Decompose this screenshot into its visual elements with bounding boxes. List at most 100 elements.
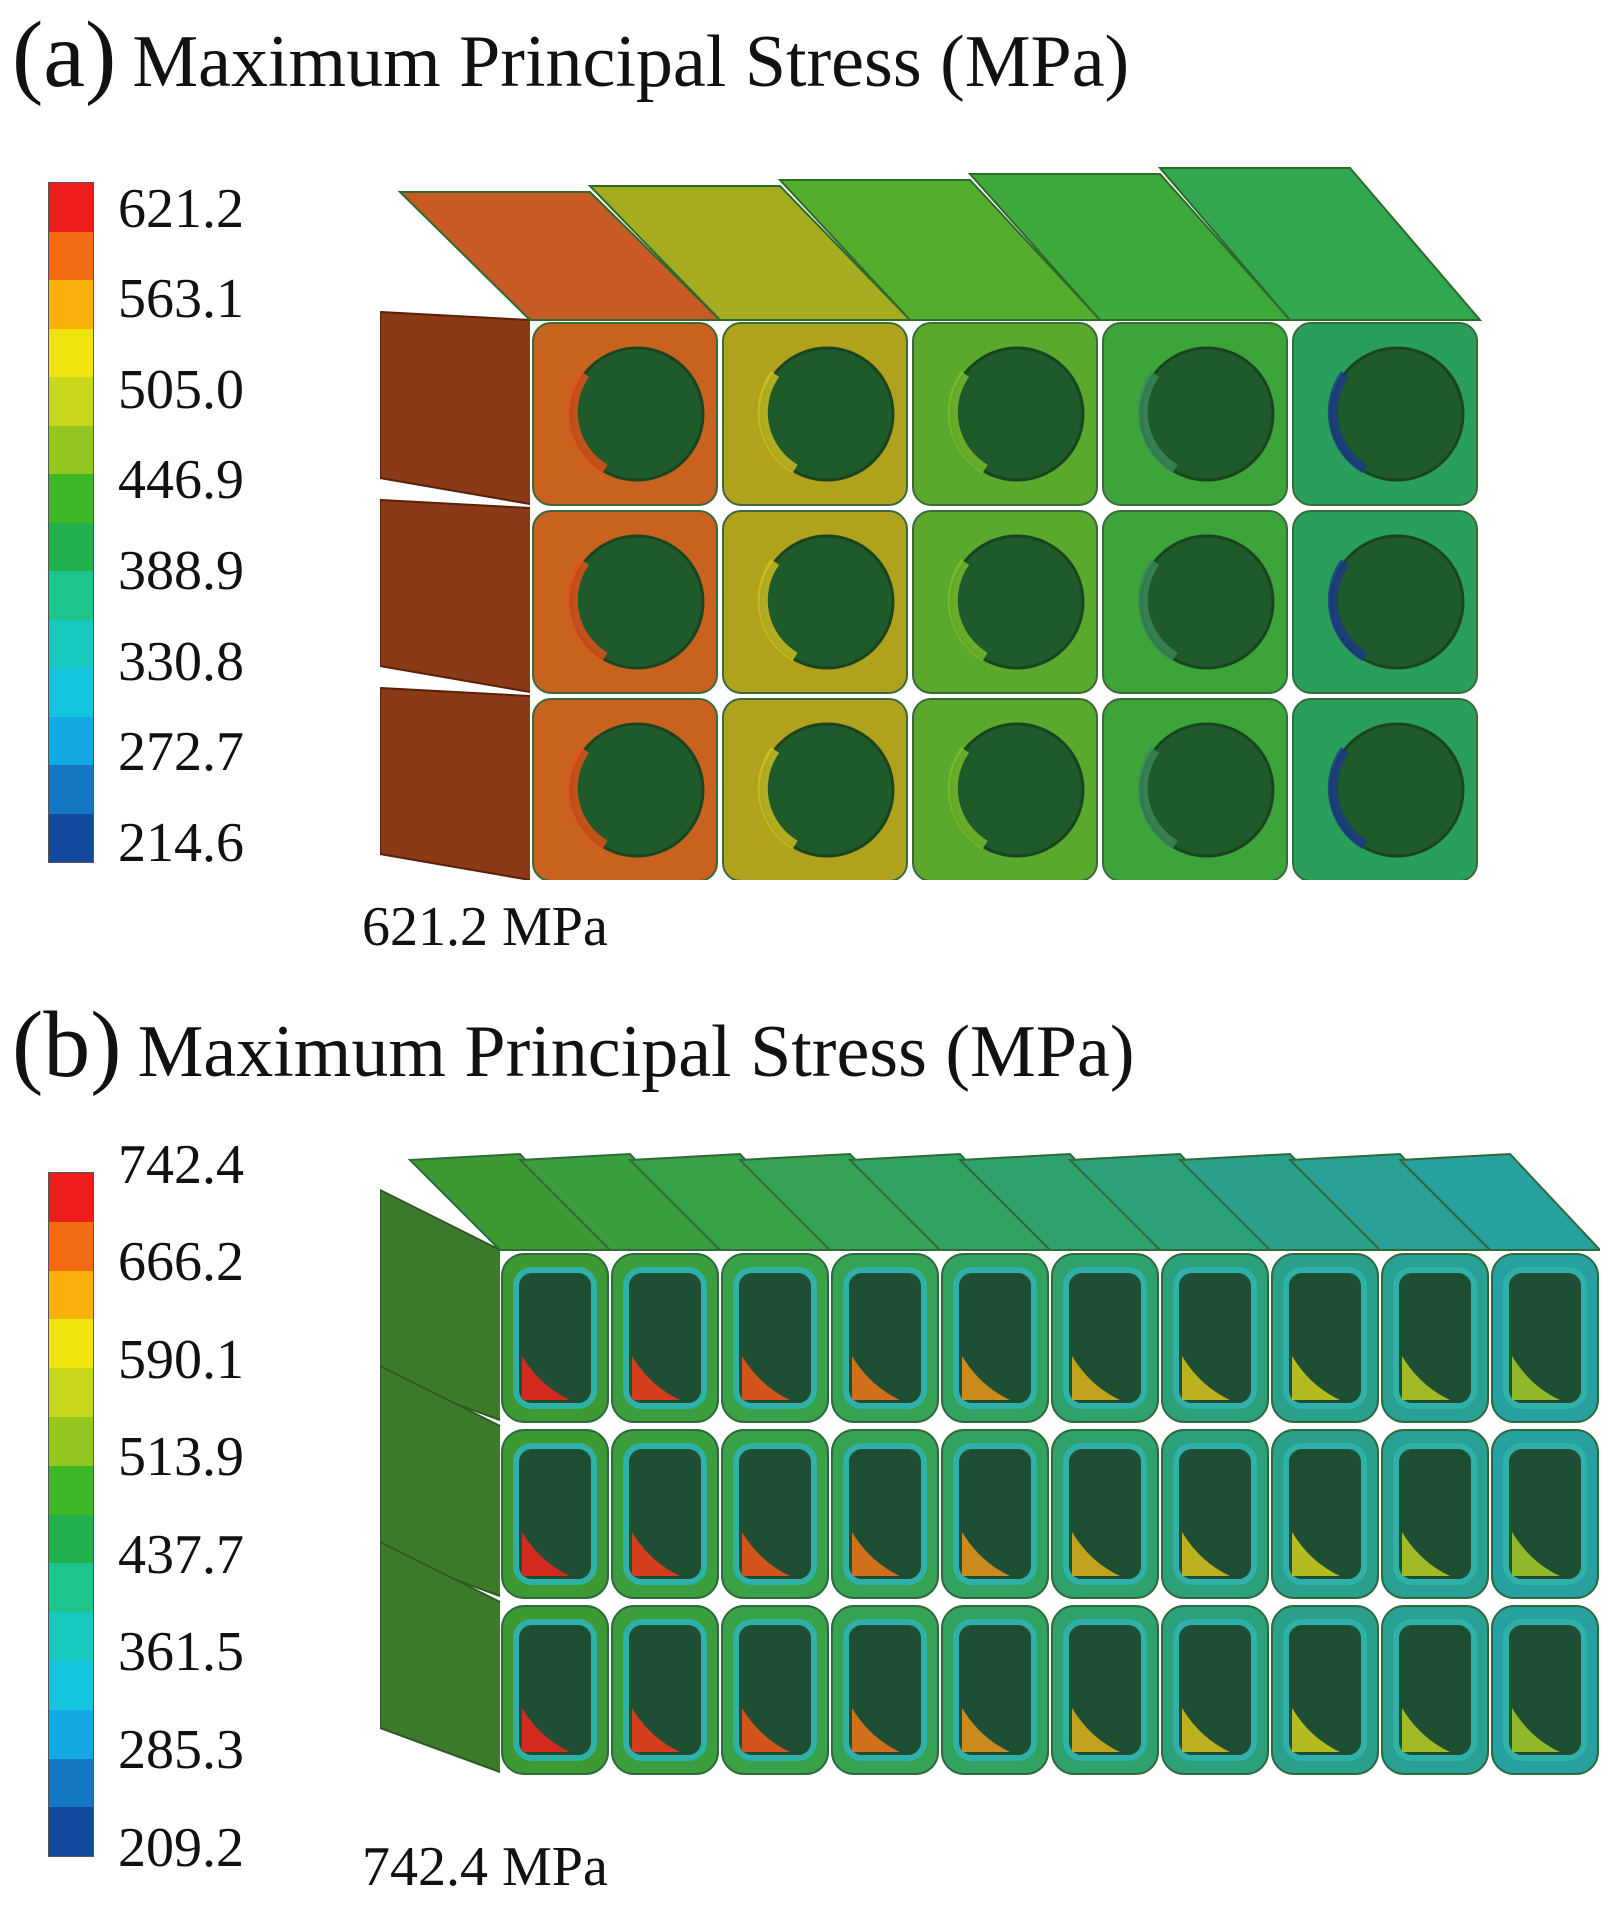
cell-hole bbox=[1503, 1267, 1587, 1409]
cell-depth-face bbox=[380, 310, 531, 505]
panel-b-lattice-model bbox=[380, 1152, 1600, 1775]
color-bar-segment bbox=[49, 1660, 93, 1710]
cell-top-face bbox=[397, 191, 723, 321]
panel-a-max-stress-label: 621.2 MPa bbox=[362, 896, 608, 958]
cell-hole-stress-band bbox=[1327, 371, 1368, 474]
color-bar-segment bbox=[49, 231, 93, 280]
cell-hole-stress-band bbox=[757, 747, 798, 850]
cell-hole bbox=[513, 1443, 597, 1585]
cell-hole bbox=[953, 1619, 1037, 1761]
panel-a: (a) Maximum Principal Stress (MPa) 621.2 … bbox=[12, 8, 1483, 958]
color-bar-segment bbox=[49, 1807, 93, 1857]
cell-hole-stress-band bbox=[742, 1708, 790, 1752]
cell-hole-stress-band bbox=[757, 559, 798, 662]
cell-hole bbox=[733, 1267, 817, 1409]
cell-top-face bbox=[1287, 1152, 1493, 1251]
cell-hole bbox=[1063, 1619, 1147, 1761]
cell-hole-stress-band bbox=[1402, 1708, 1450, 1752]
panel-b-color-bar bbox=[48, 1172, 94, 1858]
panel-a-title-text: Maximum Principal Stress (MPa) bbox=[132, 21, 1130, 103]
panel-b-legend-label: 513.9 bbox=[118, 1426, 244, 1488]
cell-hole bbox=[733, 1443, 817, 1585]
panel-b-tag: (b) bbox=[12, 993, 122, 1097]
cell-hole-stress-band bbox=[1327, 747, 1368, 850]
cell-hole-stress-band bbox=[632, 1532, 680, 1576]
cell-hole-stress-band bbox=[632, 1708, 680, 1752]
cell-hole-stress-band bbox=[742, 1356, 790, 1400]
cell-hole-stress-band bbox=[522, 1708, 570, 1752]
cell-hole-stress-band bbox=[1182, 1532, 1230, 1576]
panel-a-lattice-model bbox=[380, 167, 1483, 880]
cell-hole-stress-band bbox=[1292, 1532, 1340, 1576]
cell-depth-face bbox=[380, 686, 531, 880]
cell-hole-stress-band bbox=[1292, 1708, 1340, 1752]
cell-hole-stress-band bbox=[1402, 1532, 1450, 1576]
cell-top-face bbox=[1067, 1152, 1273, 1251]
cell-hole bbox=[1283, 1443, 1367, 1585]
cell-hole-stress-band bbox=[947, 559, 988, 662]
panel-b-legend-label: 361.5 bbox=[118, 1621, 244, 1683]
panel-b: (b) Maximum Principal Stress (MPa) 742.4 … bbox=[0, 990, 1615, 1906]
cell-hole-stress-band bbox=[1072, 1708, 1120, 1752]
cell-top-face bbox=[517, 1152, 723, 1251]
cell-top-face bbox=[1177, 1152, 1383, 1251]
cell-top-face bbox=[967, 173, 1293, 321]
cell-hole bbox=[1173, 1619, 1257, 1761]
cell-hole-stress-band bbox=[522, 1356, 570, 1400]
panel-a-legend-label: 272.7 bbox=[118, 721, 244, 783]
cell-hole-stress-band bbox=[962, 1356, 1010, 1400]
cell-hole-stress-band bbox=[947, 371, 988, 474]
cell-hole-stress-band bbox=[1072, 1356, 1120, 1400]
color-bar-segment bbox=[49, 813, 93, 862]
cell-hole bbox=[953, 1267, 1037, 1409]
cell-hole bbox=[1283, 1267, 1367, 1409]
cell-hole bbox=[843, 1443, 927, 1585]
panel-b-legend-label: 742.4 bbox=[118, 1134, 244, 1196]
cell-hole bbox=[1503, 1443, 1587, 1585]
color-bar-segment bbox=[49, 425, 93, 474]
cell-hole-stress-band bbox=[1512, 1356, 1560, 1400]
cell-depth-face bbox=[380, 1540, 501, 1773]
cell-hole-stress-band bbox=[852, 1532, 900, 1576]
cell-hole-stress-band bbox=[522, 1532, 570, 1576]
cell-hole bbox=[1173, 1443, 1257, 1585]
cell-hole-stress-band bbox=[1182, 1708, 1230, 1752]
cell-hole-stress-band bbox=[1182, 1356, 1230, 1400]
cell-hole-stress-band bbox=[567, 747, 608, 850]
cell-hole bbox=[1393, 1443, 1477, 1585]
cell-hole-stress-band bbox=[1137, 747, 1178, 850]
cell-hole-stress-band bbox=[632, 1356, 680, 1400]
panel-a-color-bar bbox=[48, 182, 94, 863]
cell-hole-stress-band bbox=[1292, 1356, 1340, 1400]
color-bar-segment bbox=[49, 280, 93, 329]
cell-hole-stress-band bbox=[567, 371, 608, 474]
panel-b-legend-label: 590.1 bbox=[118, 1329, 244, 1391]
color-bar-segment bbox=[49, 1758, 93, 1808]
color-bar-segment bbox=[49, 377, 93, 426]
cell-hole-stress-band bbox=[852, 1356, 900, 1400]
cell-top-face bbox=[1157, 167, 1483, 321]
color-bar-segment bbox=[49, 765, 93, 814]
color-bar-segment bbox=[49, 1173, 93, 1222]
cell-hole bbox=[1063, 1443, 1147, 1585]
color-bar-segment bbox=[49, 1270, 93, 1320]
panel-a-title: (a) Maximum Principal Stress (MPa) bbox=[12, 8, 1129, 102]
panel-b-max-stress-label: 742.4 MPa bbox=[362, 1836, 608, 1898]
panel-a-legend-label: 563.1 bbox=[118, 268, 244, 330]
cell-hole bbox=[1503, 1619, 1587, 1761]
cell-hole bbox=[1173, 1267, 1257, 1409]
panel-b-title: (b) Maximum Principal Stress (MPa) bbox=[12, 998, 1134, 1092]
cell-hole-stress-band bbox=[1512, 1708, 1560, 1752]
color-bar-segment bbox=[49, 1709, 93, 1759]
color-bar-segment bbox=[49, 522, 93, 571]
cell-hole-stress-band bbox=[947, 747, 988, 850]
cell-hole bbox=[1063, 1267, 1147, 1409]
cell-hole bbox=[513, 1267, 597, 1409]
panel-a-legend-label: 330.8 bbox=[118, 631, 244, 693]
color-bar-segment bbox=[49, 1368, 93, 1417]
cell-hole bbox=[843, 1619, 927, 1761]
cell-top-face bbox=[957, 1152, 1163, 1251]
cell-hole-stress-band bbox=[1512, 1532, 1560, 1576]
cell-hole-stress-band bbox=[1137, 371, 1178, 474]
color-bar-segment bbox=[49, 1465, 93, 1515]
